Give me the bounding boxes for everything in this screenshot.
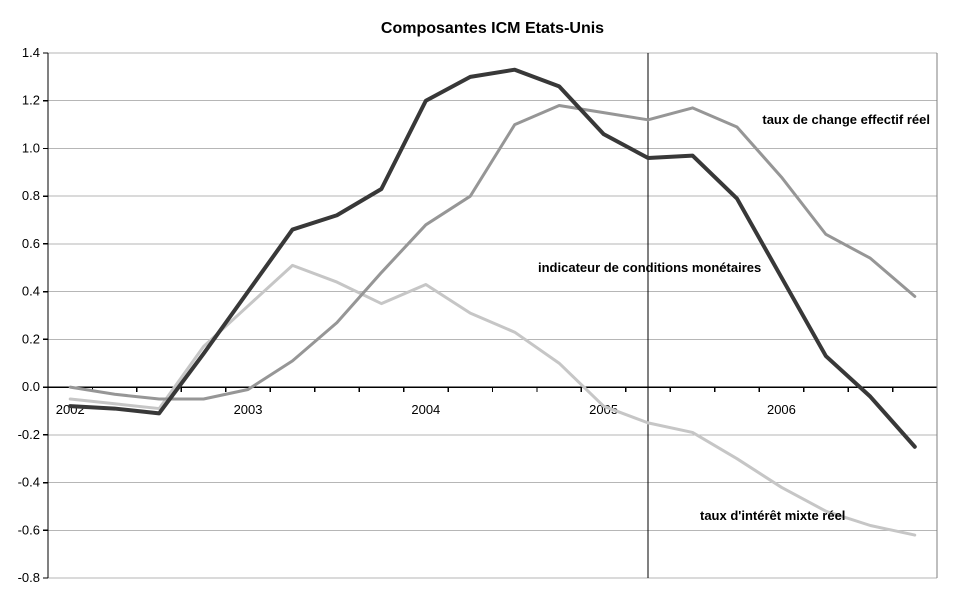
y-tick-label: 0.8	[22, 188, 40, 203]
y-tick-label: 0.2	[22, 331, 40, 346]
y-tick-label: -0.6	[18, 522, 40, 537]
chart-title: Composantes ICM Etats-Unis	[380, 20, 605, 37]
y-tick-label: 0.0	[22, 379, 40, 394]
y-tick-label: 1.4	[22, 45, 40, 60]
y-tick-label: 0.6	[22, 236, 40, 251]
series-label-taux-interet: taux d'intérêt mixte réel	[700, 508, 845, 523]
series-label-icm: indicateur de conditions monétaires	[538, 260, 761, 275]
y-tick-label: -0.2	[18, 427, 40, 442]
series-line-taux-interet	[68, 263, 917, 537]
y-tick-label: 0.4	[22, 284, 40, 299]
y-tick-label: 1.0	[22, 140, 40, 155]
series-line-taux-change	[68, 104, 917, 401]
x-tick-label-year: 2003	[234, 402, 263, 417]
y-tick-label: 1.2	[22, 93, 40, 108]
series-line-icm	[68, 67, 917, 449]
series-label-taux-change: taux de change effectif réel	[762, 112, 930, 127]
y-tick-label: -0.8	[18, 570, 40, 585]
x-tick-label-year: 2005	[589, 402, 618, 417]
x-tick-label-year: 2004	[411, 402, 440, 417]
x-tick-label-year: 2006	[767, 402, 796, 417]
y-tick-label: -0.4	[18, 475, 40, 490]
